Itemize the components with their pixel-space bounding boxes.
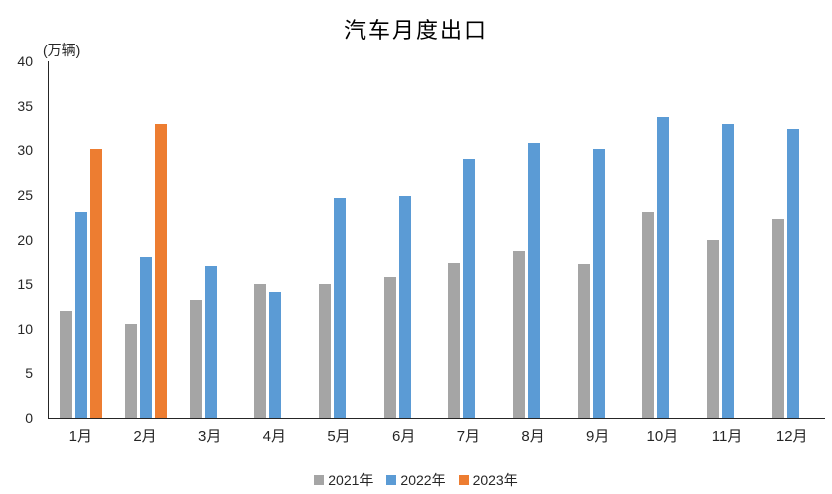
bar-group-10月: [631, 61, 696, 418]
bar-2021年-11月: [707, 239, 720, 418]
y-axis-unit-label: (万辆): [43, 42, 81, 58]
legend-label: 2021年: [328, 472, 374, 488]
x-axis-labels: 1月 2月 3月 4月 5月 6月 7月 8月 9月 10月 11月 12月: [48, 425, 824, 446]
legend: 2021年 2022年 2023年: [0, 470, 832, 490]
legend-item-2021年: 2021年: [314, 470, 373, 490]
bar-2021年-8月: [513, 251, 526, 418]
x-axis-label-12月: 12月: [775, 428, 808, 445]
legend-item-2022年: 2022年: [386, 470, 446, 490]
legend-label: 2022年: [400, 472, 446, 488]
x-axis-label-8月: 8月: [521, 428, 545, 445]
plot-area: [48, 61, 825, 419]
legend-label: 2023年: [472, 472, 518, 488]
y-axis-tick-label-5: 5: [25, 365, 33, 382]
x-axis-label-6月: 6月: [392, 428, 416, 445]
bar-2021年-1月: [60, 310, 73, 418]
bar-2021年-12月: [771, 218, 784, 418]
legend-swatch-icon: [314, 475, 325, 485]
bar-2022年-7月: [463, 159, 476, 418]
bar-group-7月: [437, 61, 502, 418]
legend-swatch-icon: [458, 475, 469, 485]
bar-2022年-4月: [269, 292, 282, 418]
bar-group-8月: [502, 61, 567, 418]
bar-2021年-2月: [125, 324, 137, 418]
y-axis-tick-label-35: 35: [17, 97, 33, 114]
bar-group-5月: [308, 61, 373, 418]
bar-group-6月: [372, 61, 437, 418]
bar-2021年-9月: [577, 263, 590, 418]
x-axis-label-10月: 10月: [646, 428, 679, 445]
bar-2022年-5月: [334, 197, 347, 418]
bar-group-1月: [49, 61, 114, 418]
y-axis-tick-label-15: 15: [17, 276, 33, 293]
bar-2022年-10月: [657, 117, 670, 418]
bar-group-2月: [114, 61, 179, 418]
bar-group-4月: [243, 61, 308, 418]
bar-2021年-10月: [642, 211, 655, 418]
bar-group-9月: [566, 61, 631, 418]
bar-group-12月: [760, 61, 825, 418]
chart-title: 汽车月度出口: [343, 19, 488, 44]
bar-2022年-11月: [722, 124, 735, 418]
legend-swatch-icon: [386, 475, 397, 485]
y-axis-tick-label-40: 40: [17, 53, 33, 69]
bar-group-3月: [178, 61, 243, 418]
x-axis-label-7月: 7月: [456, 428, 481, 445]
y-axis-tick-label-30: 30: [17, 142, 33, 159]
x-axis-label-5月: 5月: [327, 428, 351, 445]
y-axis-tick-label-25: 25: [17, 186, 33, 203]
bar-group-11月: [696, 61, 761, 418]
bar-2021年-6月: [383, 277, 396, 418]
bar-2022年-9月: [592, 149, 605, 418]
y-axis-tick-label-10: 10: [17, 320, 33, 337]
bar-2021年-4月: [254, 284, 267, 418]
bar-2022年-12月: [786, 128, 799, 418]
bar-2021年-3月: [189, 300, 202, 418]
x-axis-label-1月: 1月: [68, 428, 92, 445]
bar-2023年-2月: [155, 124, 167, 418]
bar-2021年-7月: [448, 262, 461, 418]
bar-2021年-5月: [319, 284, 332, 418]
bar-2022年-6月: [398, 195, 411, 418]
y-axis-tick-label-0: 0: [25, 410, 33, 426]
x-axis-label-3月: 3月: [198, 428, 222, 445]
bar-2022年-3月: [204, 266, 217, 418]
x-axis-label-9月: 9月: [586, 428, 610, 445]
x-axis-label-4月: 4月: [262, 428, 287, 445]
bar-2022年-1月: [75, 211, 88, 418]
y-axis-tick-label-20: 20: [17, 231, 33, 248]
x-axis-label-11月: 11月: [711, 428, 743, 445]
legend-item-2023年: 2023年: [458, 470, 518, 490]
bar-2022年-2月: [140, 257, 152, 418]
x-axis-label-2月: 2月: [133, 428, 157, 445]
bar-2022年-8月: [528, 143, 541, 418]
bar-2023年-1月: [90, 149, 103, 418]
y-axis-tick-labels: 40 35 30 25 20 15 10 5 0: [0, 54, 33, 425]
